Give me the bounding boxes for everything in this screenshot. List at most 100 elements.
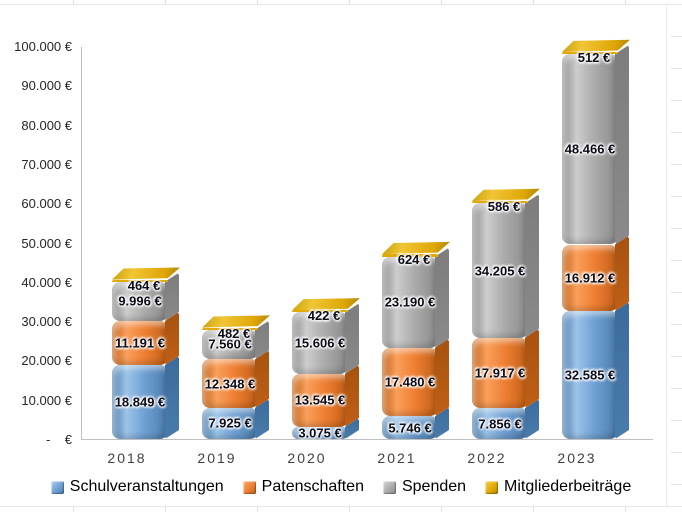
bar-segment-schulveranstaltungen-2020[interactable]: 3.075 €	[292, 427, 348, 440]
y-axis-tick-label: 40.000 €	[21, 274, 72, 290]
legend-label: Schulveranstaltungen	[69, 478, 224, 495]
bar-segment-side-face	[435, 339, 449, 417]
value-label-spenden-2018: 9.996 €	[118, 293, 162, 309]
value-label-schulveranstaltungen-2019: 7.925 €	[208, 415, 252, 431]
bar-segment-side-face	[435, 248, 449, 348]
bar-segment-schulveranstaltungen-2021[interactable]: 5.746 €	[382, 416, 438, 439]
bar-segment-patenschaften-2018[interactable]: 11.191 €	[112, 321, 168, 365]
sheet-gridline-row-strip	[671, 5, 682, 506]
bar-segment-side-face	[255, 321, 269, 360]
legend-item-schulveranstaltungen[interactable]: Schulveranstaltungen	[50, 478, 224, 496]
value-label-schulveranstaltungen-2020: 3.075 €	[298, 425, 342, 441]
value-label-schulveranstaltungen-2022: 7.856 €	[478, 416, 522, 432]
value-label-spenden-2021: 23.190 €	[384, 294, 436, 310]
bar-top-cap-2020	[292, 298, 360, 311]
bar-top-cap-2022	[472, 188, 540, 201]
legend: Schulveranstaltungen Patenschaften Spenden…	[0, 478, 682, 496]
bar-segment-side-face	[615, 302, 629, 439]
bar-segment-spenden-2020[interactable]: 15.606 €	[292, 312, 348, 374]
value-label-patenschaften-2022: 17.917 €	[474, 365, 526, 381]
x-axis-line	[81, 439, 653, 440]
bar-segment-mitgliederbeitr-ge-2022[interactable]	[472, 201, 528, 204]
legend-marker-icon	[382, 480, 396, 494]
plot-area: - € 10.000 € 20.000 € 30.000 € 40.000 € 50.00…	[14, 39, 653, 466]
bar-top-cap-2023	[562, 39, 630, 52]
bar-segment-patenschaften-2023[interactable]: 16.912 €	[562, 245, 618, 311]
bar-segment-spenden-2021[interactable]: 23.190 €	[382, 257, 438, 348]
bar-segment-side-face	[165, 356, 179, 439]
bar-segment-side-face	[345, 365, 359, 427]
y-axis-tick-label: 70.000 €	[21, 156, 72, 172]
value-label-mitgliederbeitr-ge-2020: 422 €	[307, 308, 341, 324]
bar-segment-patenschaften-2022[interactable]: 17.917 €	[472, 338, 528, 409]
y-axis-tick-label: 20.000 €	[21, 353, 72, 369]
bar-segment-spenden-2018[interactable]: 9.996 €	[112, 282, 168, 321]
bar-segment-side-face	[525, 194, 539, 337]
value-label-mitgliederbeitr-ge-2021: 624 €	[397, 252, 431, 268]
x-axis-label-2021: 2021	[377, 450, 417, 466]
bar-segment-mitgliederbeitr-ge-2023[interactable]	[562, 52, 618, 55]
legend-label: Patenschaften	[261, 478, 364, 495]
x-axis-label-2019: 2019	[197, 450, 237, 466]
value-label-schulveranstaltungen-2018: 18.849 €	[114, 394, 166, 410]
value-label-patenschaften-2018: 11.191 €	[115, 335, 165, 351]
y-axis-tick-label: 30.000 €	[21, 314, 72, 330]
y-axis-tick-label: 90.000 €	[21, 78, 72, 94]
value-label-mitgliederbeitr-ge-2023: 512 €	[577, 50, 611, 65]
legend-marker-icon	[50, 480, 64, 494]
y-axis-line	[81, 47, 82, 440]
bar-segment-spenden-2019[interactable]: 7.560 €	[202, 330, 258, 360]
y-axis-tick-label: - €	[45, 432, 72, 447]
bar-segment-spenden-2022[interactable]: 34.205 €	[472, 203, 528, 338]
bar-segment-spenden-2023[interactable]: 48.466 €	[562, 54, 618, 245]
y-axis-tick-label: 60.000 €	[21, 196, 72, 212]
sheet-gridline-column-ticks-bottom	[0, 507, 682, 512]
y-axis-tick-label: 50.000 €	[21, 235, 72, 251]
y-axis-tick-label: 100.000 €	[14, 39, 72, 54]
value-label-spenden-2020: 15.606 €	[294, 335, 346, 351]
value-label-schulveranstaltungen-2021: 5.746 €	[388, 420, 432, 436]
x-axis-label-2023: 2023	[557, 450, 597, 466]
bar-segment-schulveranstaltungen-2018[interactable]: 18.849 €	[112, 365, 168, 439]
bar-segment-side-face	[165, 273, 179, 321]
bar-segment-side-face	[345, 303, 359, 373]
legend-item-mitgliederbeitr-ge[interactable]: Mitgliederbeiträge	[485, 478, 631, 496]
legend-item-spenden[interactable]: Spenden	[382, 478, 467, 496]
bar-segment-side-face	[615, 236, 629, 311]
bar-segment-patenschaften-2019[interactable]: 12.348 €	[202, 359, 258, 408]
bar-segment-side-face	[435, 407, 449, 439]
legend-item-patenschaften[interactable]: Patenschaften	[242, 478, 364, 496]
bar-segment-side-face	[525, 329, 539, 408]
bar-segment-side-face	[615, 45, 629, 244]
bar-top-cap-2018	[112, 267, 180, 280]
bar-segment-side-face	[525, 399, 539, 439]
value-label-spenden-2023: 48.466 €	[564, 141, 616, 157]
legend-label: Spenden	[401, 478, 467, 495]
bar-segment-schulveranstaltungen-2023[interactable]: 32.585 €	[562, 311, 618, 439]
bar-segment-schulveranstaltungen-2022[interactable]: 7.856 €	[472, 408, 528, 439]
value-label-spenden-2019: 7.560 €	[208, 336, 252, 352]
bar-segment-side-face	[255, 399, 269, 439]
bar-segment-schulveranstaltungen-2019[interactable]: 7.925 €	[202, 408, 258, 439]
bar-segment-mitgliederbeitr-ge-2018[interactable]	[112, 279, 168, 282]
value-label-mitgliederbeitr-ge-2022: 586 €	[487, 198, 521, 214]
bar-segment-mitgliederbeitr-ge-2019[interactable]	[202, 327, 258, 330]
x-axis-label-2018: 2018	[107, 450, 147, 466]
sheet-gridline-column-ticks-top	[0, 0, 682, 4]
value-label-mitgliederbeitr-ge-2018: 464 €	[127, 277, 161, 293]
y-axis-tick-label: 10.000 €	[21, 392, 72, 408]
bar-segment-mitgliederbeitr-ge-2021[interactable]	[382, 254, 438, 257]
bar-segment-patenschaften-2021[interactable]: 17.480 €	[382, 348, 438, 417]
value-label-patenschaften-2020: 13.545 €	[294, 392, 346, 408]
bar-segment-side-face	[255, 350, 269, 408]
x-axis-label-2020: 2020	[287, 450, 327, 466]
bar-segment-patenschaften-2020[interactable]: 13.545 €	[292, 374, 348, 427]
value-label-spenden-2022: 34.205 €	[474, 263, 526, 278]
y-axis-tick-label: 80.000 €	[21, 117, 72, 133]
sheet-gridline-right-column	[666, 4, 667, 506]
bar-segment-side-face	[165, 312, 179, 365]
value-label-patenschaften-2023: 16.912 €	[564, 270, 616, 286]
bar-segment-mitgliederbeitr-ge-2020[interactable]	[292, 310, 348, 313]
legend-label: Mitgliederbeiträge	[504, 478, 632, 495]
